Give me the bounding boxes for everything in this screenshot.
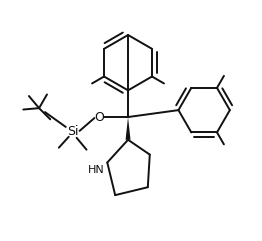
Text: HN: HN [88, 166, 104, 175]
Polygon shape [125, 117, 130, 140]
Text: Si: Si [67, 125, 78, 138]
Text: O: O [94, 111, 104, 124]
